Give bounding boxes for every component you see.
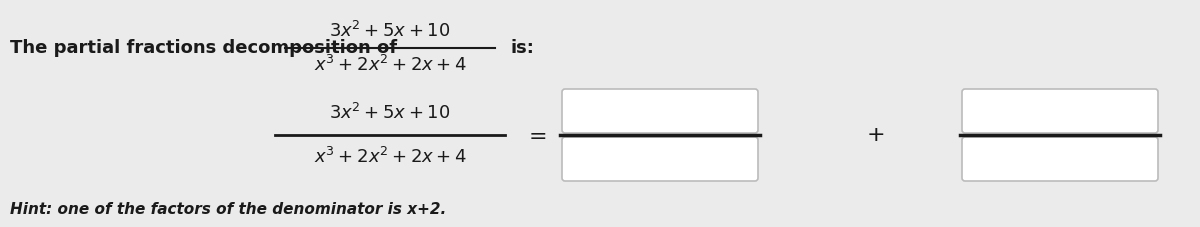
FancyBboxPatch shape: [962, 89, 1158, 133]
Text: is:: is:: [510, 39, 534, 57]
Text: $+$: $+$: [866, 125, 884, 145]
Text: $3x^2 + 5x + 10$: $3x^2 + 5x + 10$: [329, 103, 451, 123]
Text: Hint: one of the factors of the denominator is x+2.: Hint: one of the factors of the denomina…: [10, 202, 446, 217]
Text: The partial fractions decomposition of: The partial fractions decomposition of: [10, 39, 397, 57]
Text: $x^3 + 2x^2 + 2x + 4$: $x^3 + 2x^2 + 2x + 4$: [313, 55, 467, 75]
Text: $=$: $=$: [523, 125, 546, 145]
FancyBboxPatch shape: [562, 89, 758, 133]
Text: $x^3 + 2x^2 + 2x + 4$: $x^3 + 2x^2 + 2x + 4$: [313, 147, 467, 167]
Text: $3x^2 + 5x + 10$: $3x^2 + 5x + 10$: [329, 21, 451, 41]
FancyBboxPatch shape: [962, 137, 1158, 181]
FancyBboxPatch shape: [562, 137, 758, 181]
